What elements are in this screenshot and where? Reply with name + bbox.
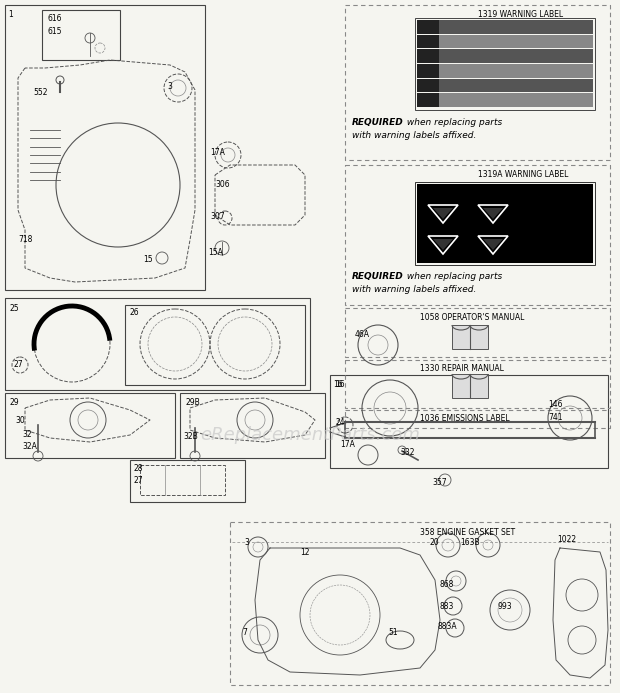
Bar	[417, 94, 593, 107]
Text: 1319A WARNING LABEL: 1319A WARNING LABEL	[478, 170, 569, 179]
Text: 17A: 17A	[340, 440, 355, 449]
Text: 30: 30	[15, 416, 25, 425]
Bar	[125, 305, 305, 385]
Text: 1319 WARNING LABEL: 1319 WARNING LABEL	[478, 10, 563, 19]
Bar	[417, 20, 593, 34]
Polygon shape	[483, 208, 503, 219]
Bar	[417, 35, 593, 49]
Bar	[417, 79, 593, 92]
Bar	[417, 79, 439, 92]
Text: 20: 20	[430, 538, 440, 547]
Text: 741: 741	[548, 413, 562, 422]
Text: 16: 16	[333, 380, 343, 389]
Bar	[417, 94, 439, 107]
Text: 3: 3	[244, 538, 249, 547]
Text: with warning labels affixed.: with warning labels affixed.	[352, 131, 476, 140]
Text: 1036 EMISSIONS LABEL: 1036 EMISSIONS LABEL	[420, 414, 510, 423]
Bar	[5, 5, 205, 290]
Text: 552: 552	[33, 88, 48, 97]
Text: 163B: 163B	[460, 538, 480, 547]
Bar	[415, 18, 595, 110]
Bar	[140, 465, 225, 495]
Text: 307: 307	[210, 212, 224, 221]
Bar	[417, 184, 593, 263]
Text: 26: 26	[130, 308, 140, 317]
Bar	[5, 393, 175, 458]
Text: 15A: 15A	[208, 248, 223, 257]
Text: 1: 1	[8, 10, 13, 19]
Text: with warning labels affixed.: with warning labels affixed.	[352, 285, 476, 294]
Bar	[452, 325, 488, 349]
Text: 32A: 32A	[22, 442, 37, 451]
Bar	[345, 308, 610, 357]
Text: REQUIRED: REQUIRED	[352, 272, 404, 281]
Bar	[415, 182, 595, 265]
Text: 357: 357	[432, 478, 446, 487]
Text: 15: 15	[143, 255, 153, 264]
Text: 868: 868	[440, 580, 454, 589]
Text: 883A: 883A	[438, 622, 458, 631]
Text: 25: 25	[10, 304, 20, 313]
Text: 27: 27	[133, 476, 143, 485]
Text: 27: 27	[14, 360, 24, 369]
Polygon shape	[483, 239, 503, 250]
Bar	[180, 393, 325, 458]
Bar	[345, 360, 610, 408]
Bar	[330, 375, 608, 468]
Text: when replacing parts: when replacing parts	[404, 272, 502, 281]
Bar	[42, 10, 120, 60]
Bar	[417, 49, 439, 63]
Bar	[130, 460, 245, 502]
Text: 16: 16	[335, 380, 345, 389]
Text: 32B: 32B	[183, 432, 198, 441]
Bar	[417, 35, 439, 49]
Polygon shape	[433, 208, 453, 219]
Text: 146: 146	[548, 400, 562, 409]
Text: eReplacementParts.com: eReplacementParts.com	[200, 426, 420, 444]
Text: when replacing parts: when replacing parts	[404, 118, 502, 127]
Text: 718: 718	[18, 235, 32, 244]
Text: 1058 OPERATOR'S MANUAL: 1058 OPERATOR'S MANUAL	[420, 313, 525, 322]
Bar	[417, 64, 439, 78]
Text: 29B: 29B	[185, 398, 200, 407]
Bar	[345, 165, 610, 305]
Text: 29: 29	[10, 398, 20, 407]
Bar	[345, 5, 610, 160]
Text: 1022: 1022	[557, 535, 576, 544]
Text: 993: 993	[498, 602, 513, 611]
Text: 3: 3	[167, 82, 172, 91]
Text: 306: 306	[215, 180, 229, 189]
Text: 28: 28	[133, 464, 143, 473]
Bar	[5, 298, 310, 390]
Bar	[417, 49, 593, 63]
Bar	[452, 374, 488, 398]
Text: 12: 12	[300, 548, 309, 557]
Text: 332: 332	[400, 448, 415, 457]
Bar	[417, 20, 439, 34]
Text: 7: 7	[242, 628, 247, 637]
Text: 616: 616	[48, 14, 63, 23]
Bar	[345, 410, 610, 428]
Text: 51: 51	[388, 628, 397, 637]
Text: 615: 615	[48, 27, 63, 36]
Text: 46A: 46A	[355, 330, 370, 339]
Text: 24: 24	[335, 418, 345, 427]
Text: 358 ENGINE GASKET SET: 358 ENGINE GASKET SET	[420, 528, 515, 537]
Polygon shape	[433, 239, 453, 250]
Text: 1330 REPAIR MANUAL: 1330 REPAIR MANUAL	[420, 364, 504, 373]
Text: REQUIRED: REQUIRED	[352, 118, 404, 127]
Text: 17A: 17A	[210, 148, 225, 157]
Bar	[230, 522, 610, 685]
Text: 883: 883	[440, 602, 454, 611]
Bar	[417, 64, 593, 78]
Text: 32: 32	[22, 430, 32, 439]
